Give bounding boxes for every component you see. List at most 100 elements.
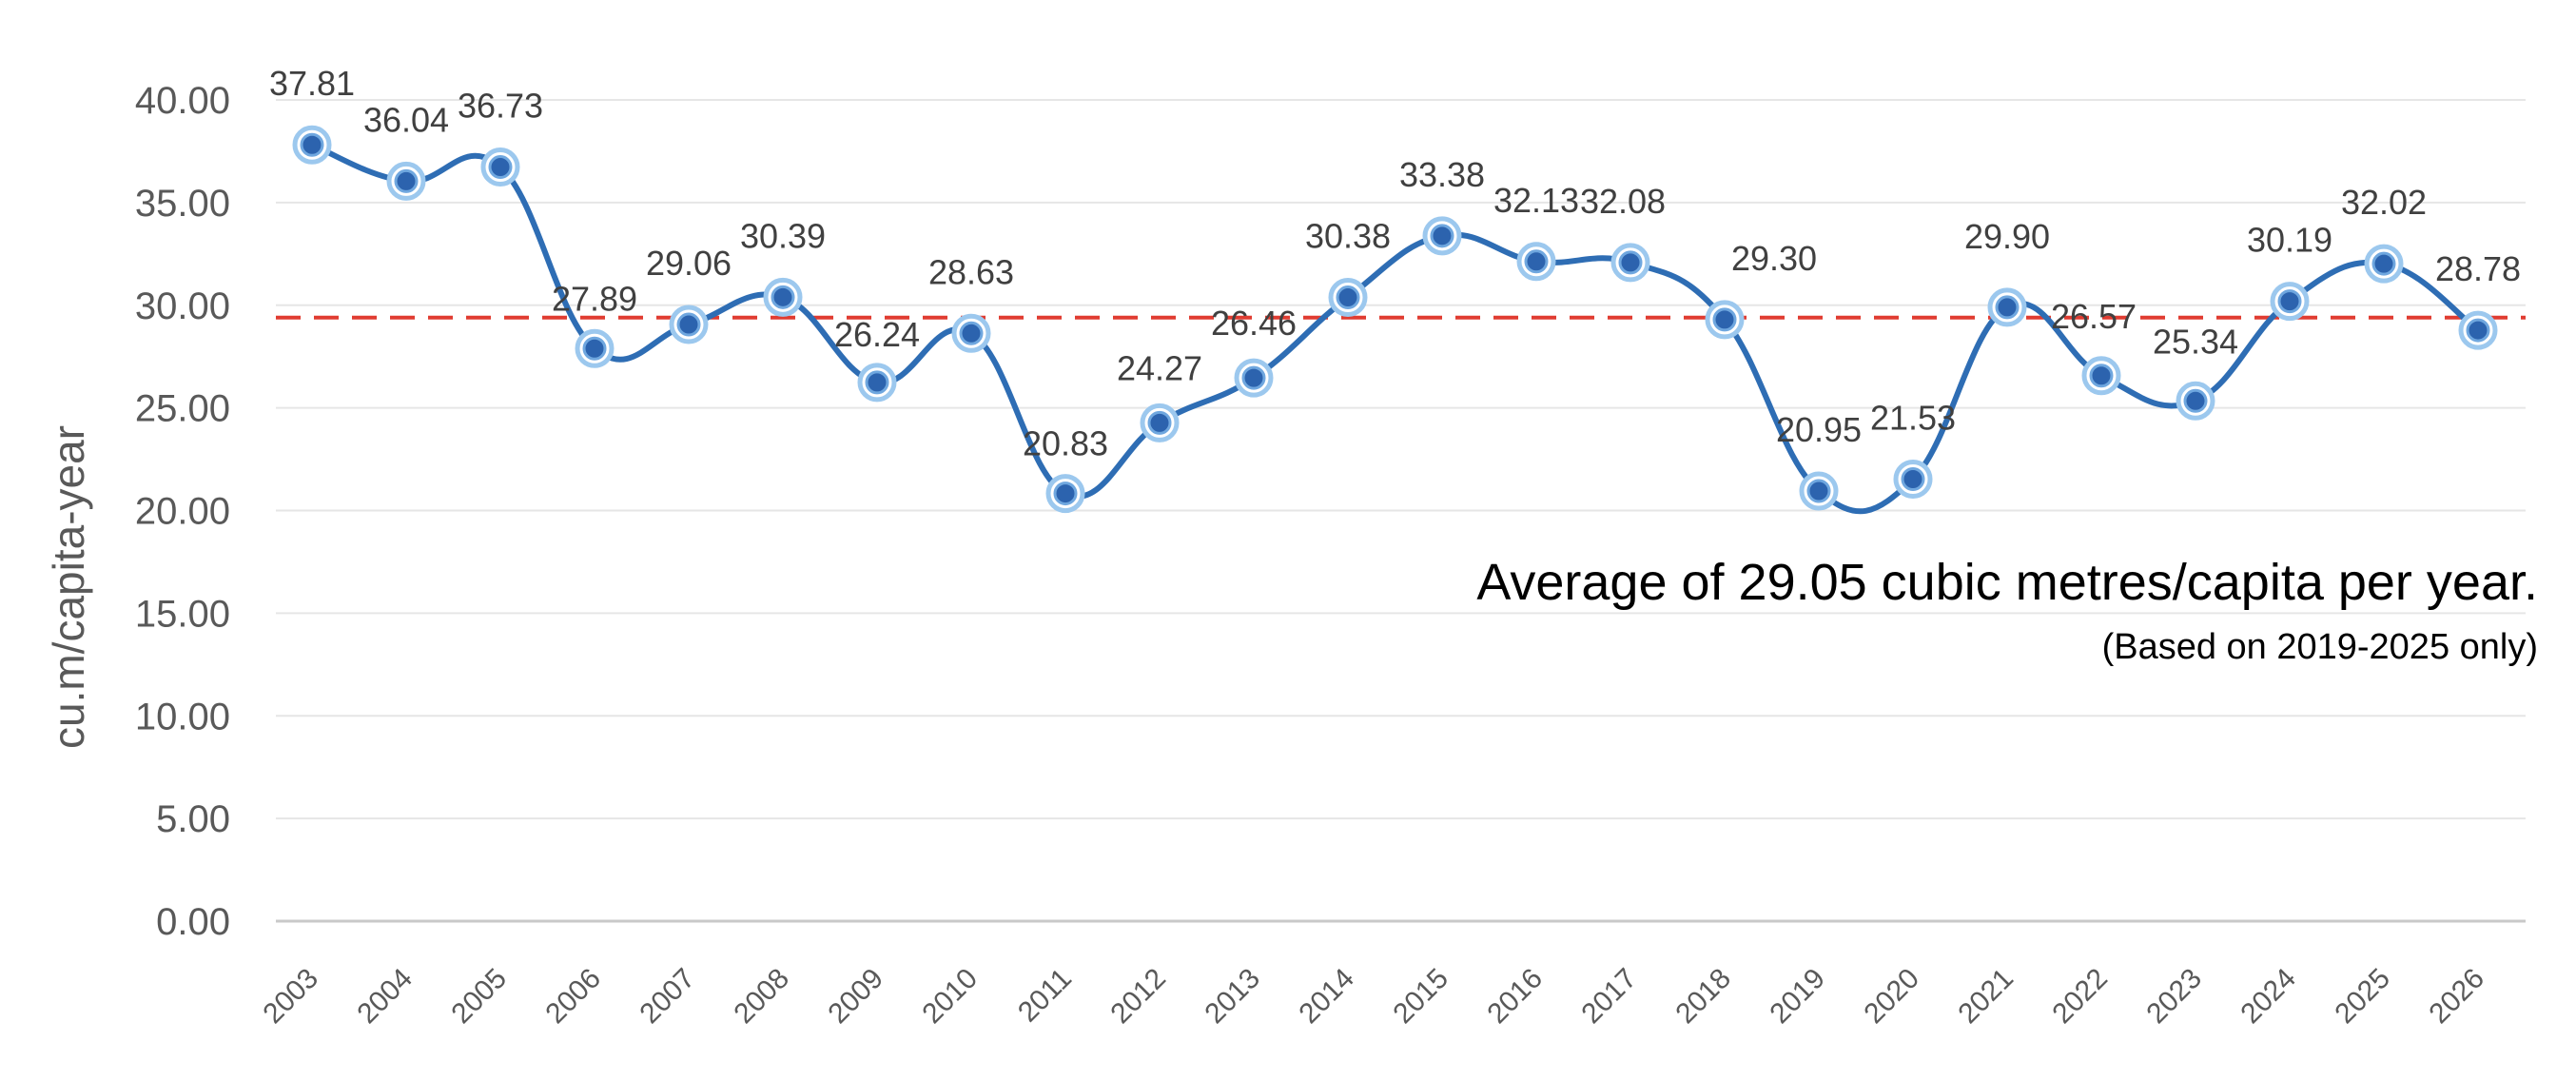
x-tick-label: 2012 [1104, 963, 1172, 1031]
data-point [2176, 381, 2215, 421]
data-point [1705, 300, 1745, 340]
data-point [1045, 474, 1085, 514]
data-point-dot [488, 155, 513, 180]
data-point-dot [676, 312, 701, 337]
x-tick-label: 2023 [2140, 963, 2208, 1031]
data-label: 33.38 [1399, 155, 1485, 194]
data-point-dot [2371, 251, 2396, 276]
data-point-dot [1147, 410, 1172, 435]
data-label: 28.78 [2435, 249, 2521, 288]
x-tick-label: 2003 [257, 963, 324, 1031]
gridlines [276, 99, 2526, 923]
data-label: 30.19 [2247, 221, 2332, 260]
data-label: 26.24 [834, 315, 920, 354]
data-label: 27.89 [552, 279, 637, 318]
data-label: 30.39 [740, 216, 826, 255]
data-label: 20.95 [1776, 410, 1862, 449]
x-tick-label: 2015 [1387, 963, 1454, 1031]
y-tick-label: 30.00 [135, 285, 230, 327]
data-label: 21.53 [1870, 398, 1956, 437]
data-label: 29.30 [1731, 239, 1817, 278]
average-annotation: Average of 29.05 cubic metres/capita per… [1476, 554, 2538, 611]
x-tick-label: 2014 [1293, 963, 1360, 1031]
data-point [1516, 242, 1556, 282]
data-point-dot [2089, 364, 2114, 388]
x-tick-label: 2018 [1669, 963, 1737, 1031]
data-point [1799, 471, 1839, 511]
x-tick-label: 2026 [2423, 963, 2490, 1031]
data-point-dot [394, 168, 419, 193]
data-point [1234, 358, 1274, 398]
x-tick-label: 2016 [1481, 963, 1549, 1031]
data-point-dot [771, 285, 795, 309]
data-point [292, 125, 332, 165]
data-point-dot [1806, 479, 1831, 503]
data-label: 26.46 [1211, 304, 1297, 343]
data-point-dot [1524, 249, 1549, 274]
x-tick-labels: 2003 2004 2005 2006 2007 2008 2009 2010 2011 2012… [257, 963, 2490, 1031]
data-point [2081, 356, 2121, 396]
x-tick-label: 2007 [634, 963, 701, 1031]
data-point [1893, 459, 1933, 499]
x-tick-label: 2017 [1575, 963, 1643, 1031]
data-point-dot [1618, 250, 1643, 275]
data-point-dot [582, 336, 607, 361]
data-point [2364, 244, 2404, 284]
data-point-dot [1336, 285, 1360, 310]
x-tick-label: 2004 [351, 963, 419, 1031]
x-tick-label: 2013 [1199, 963, 1266, 1031]
data-point [1140, 403, 1180, 442]
data-point-dot [1053, 482, 1078, 506]
data-point-dot [1241, 365, 1266, 390]
y-tick-label: 35.00 [135, 183, 230, 225]
x-tick-label: 2006 [539, 963, 607, 1031]
data-label: 28.63 [928, 252, 1014, 291]
data-point [1422, 216, 1462, 256]
x-tick-label: 2021 [1952, 963, 2020, 1031]
data-point [2458, 310, 2498, 350]
x-tick-label: 2024 [2234, 963, 2302, 1031]
data-point-dot [1995, 295, 2020, 320]
data-label: 36.73 [458, 87, 543, 126]
data-point-dot [2466, 318, 2490, 343]
data-label: 26.57 [2051, 297, 2137, 336]
data-label: 36.04 [363, 100, 449, 139]
data-point [386, 161, 426, 201]
data-point-dot [300, 132, 324, 157]
x-tick-label: 2011 [1012, 963, 1078, 1029]
y-tick-labels: 0.00 5.00 10.00 15.00 20.00 25.00 30.00 35.00 40… [135, 80, 230, 943]
data-point [1328, 278, 1368, 318]
data-label: 32.13 [1493, 181, 1579, 220]
data-label: 20.83 [1023, 424, 1108, 463]
y-tick-label: 25.00 [135, 388, 230, 430]
data-point [575, 328, 615, 368]
data-points [292, 125, 2498, 514]
data-point [763, 277, 803, 317]
data-point-dot [1901, 466, 1925, 491]
y-tick-label: 40.00 [135, 80, 230, 122]
x-tick-label: 2025 [2329, 963, 2396, 1031]
data-label: 29.90 [1964, 217, 2050, 256]
y-tick-label: 20.00 [135, 491, 230, 533]
x-tick-label: 2005 [445, 963, 513, 1031]
data-label: 37.81 [269, 64, 355, 103]
data-point-dot [865, 370, 889, 395]
y-tick-label: 15.00 [135, 593, 230, 635]
data-point [951, 313, 991, 353]
x-tick-label: 2022 [2046, 963, 2114, 1031]
x-tick-label: 2008 [728, 963, 795, 1031]
data-label: 32.02 [2341, 183, 2427, 222]
data-point [1987, 287, 2027, 327]
data-point [480, 147, 520, 187]
x-tick-label: 2009 [822, 963, 889, 1031]
data-label: 32.08 [1580, 182, 1666, 221]
data-point [857, 363, 897, 403]
data-point-dot [1712, 307, 1737, 332]
data-point-dot [959, 321, 984, 345]
average-basis-note: (Based on 2019-2025 only) [2102, 627, 2538, 667]
y-tick-label: 0.00 [156, 901, 230, 943]
y-axis-label: cu.m/capita-year [44, 425, 93, 749]
data-point [1610, 243, 1650, 283]
